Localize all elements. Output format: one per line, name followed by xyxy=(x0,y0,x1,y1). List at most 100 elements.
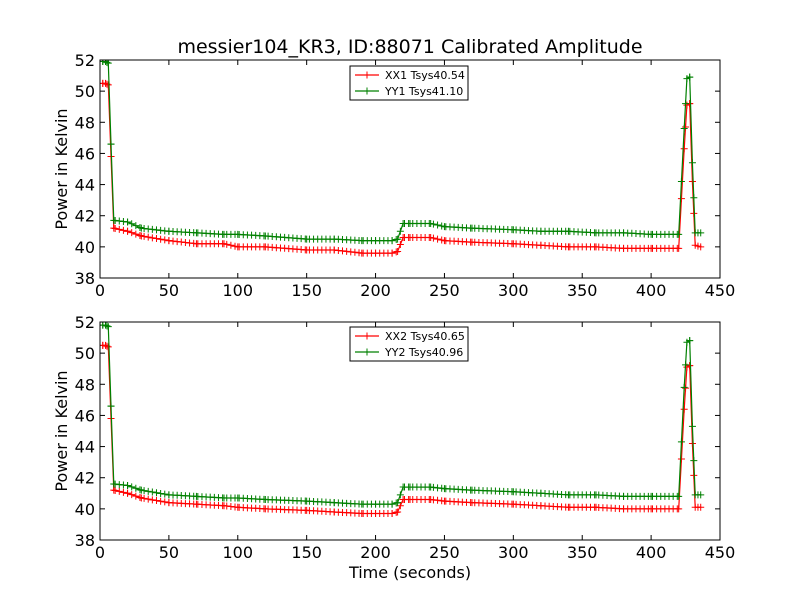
series-marker xyxy=(675,492,683,500)
legend-marker xyxy=(363,332,371,340)
series-marker xyxy=(697,229,705,237)
series-marker xyxy=(677,438,685,446)
y-tick-label: 46 xyxy=(75,406,95,425)
series-marker xyxy=(124,482,132,489)
series-marker xyxy=(132,484,140,492)
x-tick-label: 450 xyxy=(705,281,736,300)
series-marker xyxy=(136,224,144,232)
series-marker xyxy=(132,222,140,230)
legend-box xyxy=(349,65,469,101)
y-tick-label: 48 xyxy=(75,375,95,394)
series-marker xyxy=(677,455,685,463)
series-marker xyxy=(697,243,705,251)
series-marker xyxy=(690,194,698,202)
y-tick-label: 52 xyxy=(75,313,95,332)
x-tick-label: 400 xyxy=(636,281,667,300)
x-axis-label: Time (seconds) xyxy=(348,563,471,582)
legend-label: XX1 Tsys40.54 xyxy=(385,69,465,82)
series-marker xyxy=(104,81,112,89)
y-tick-label: 42 xyxy=(75,207,95,226)
y-tick-label: 40 xyxy=(75,238,95,257)
series-2-1 xyxy=(100,341,705,518)
series-marker xyxy=(128,229,136,237)
series-marker xyxy=(115,225,123,233)
series-marker xyxy=(104,343,112,351)
series-marker xyxy=(434,221,442,229)
series-marker xyxy=(119,226,127,234)
series-marker xyxy=(124,489,132,497)
series-1-1 xyxy=(100,79,705,257)
series-marker xyxy=(394,499,402,507)
series-marker xyxy=(104,60,112,67)
series-marker xyxy=(396,241,404,249)
series-marker xyxy=(680,125,688,133)
series-2-2 xyxy=(100,322,705,508)
legend-label: XX2 Tsys40.65 xyxy=(385,330,465,343)
y-tick-label: 38 xyxy=(75,531,95,550)
legend: XX1 Tsys40.54 YY1 Tsys41.10 xyxy=(349,65,469,101)
series-marker xyxy=(148,488,156,496)
series-marker xyxy=(152,489,160,497)
series-marker xyxy=(680,145,688,153)
x-tick-label: 0 xyxy=(95,543,105,562)
series-marker xyxy=(107,402,115,410)
y-tick-label: 48 xyxy=(75,113,95,132)
series-marker xyxy=(680,405,688,413)
y-tick-label: 50 xyxy=(75,344,95,363)
series-marker xyxy=(690,457,698,465)
series-marker xyxy=(686,362,694,370)
x-tick-label: 250 xyxy=(429,543,460,562)
series-marker xyxy=(111,224,119,232)
series-marker xyxy=(157,235,165,243)
y-tick-label: 38 xyxy=(75,269,95,288)
series-marker xyxy=(140,487,148,495)
legend-label: YY2 Tsys40.96 xyxy=(384,346,463,359)
series-marker xyxy=(128,220,136,228)
series-marker xyxy=(394,508,402,516)
series-marker xyxy=(429,234,437,242)
series-marker xyxy=(111,486,119,494)
series-marker xyxy=(688,159,696,167)
series-marker xyxy=(140,494,148,502)
series-marker xyxy=(161,236,169,244)
chart-title: messier104_KR3, ID:88071 Calibrated Ampl… xyxy=(177,36,642,58)
series-marker xyxy=(394,248,402,256)
x-tick-label: 50 xyxy=(159,543,179,562)
series-marker xyxy=(124,218,132,226)
series-marker xyxy=(128,483,136,491)
series-marker xyxy=(144,233,152,241)
legend-box xyxy=(349,326,469,362)
series-marker xyxy=(677,177,685,185)
x-tick-label: 100 xyxy=(223,281,254,300)
x-tick-label: 300 xyxy=(498,281,529,300)
chart-panel-2: 0 50 100 150 200 250 300 350 400 450 38 40 42 44 46 48 5… xyxy=(52,313,735,582)
series-marker xyxy=(124,227,132,235)
series-marker xyxy=(107,140,115,148)
series-marker xyxy=(680,383,688,391)
series-marker xyxy=(104,323,112,331)
series-marker xyxy=(686,73,694,81)
x-tick-label: 0 xyxy=(95,281,105,300)
series-marker xyxy=(688,422,696,430)
series-marker xyxy=(429,220,437,228)
series-marker xyxy=(697,491,705,499)
series-marker xyxy=(157,497,165,505)
x-tick-label: 350 xyxy=(567,543,598,562)
legend: XX2 Tsys40.65 YY2 Tsys40.96 xyxy=(349,326,469,362)
series-marker xyxy=(675,244,683,252)
series-marker xyxy=(682,100,690,108)
series-marker xyxy=(388,249,396,257)
series-marker xyxy=(682,384,690,392)
series-marker xyxy=(161,490,169,498)
series-marker xyxy=(161,498,169,506)
series-marker xyxy=(148,496,156,504)
series-marker xyxy=(434,235,442,243)
series-marker xyxy=(140,232,148,240)
x-tick-label: 300 xyxy=(498,543,529,562)
series-marker xyxy=(115,487,123,495)
x-tick-label: 250 xyxy=(429,281,460,300)
series-marker xyxy=(394,235,402,243)
plot-frame xyxy=(99,321,721,541)
series-marker xyxy=(682,123,690,131)
